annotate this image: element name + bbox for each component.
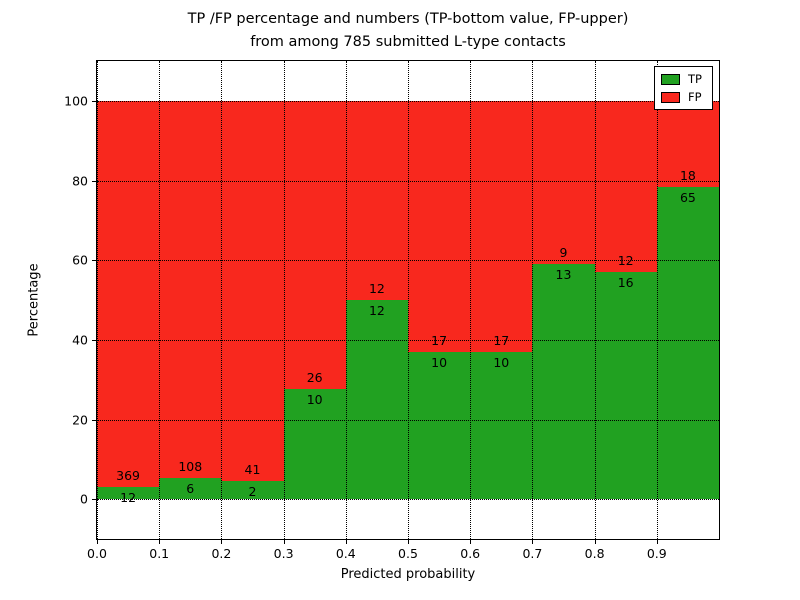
y-axis-label: Percentage	[26, 263, 42, 337]
x-tick-label: 0.7	[522, 546, 543, 561]
x-tick-label: 0.8	[584, 546, 605, 561]
y-tick-label: 80	[72, 173, 88, 188]
x-tick-mark	[532, 540, 534, 544]
fp-count-label: 17	[493, 332, 510, 348]
gridline-vertical	[345, 61, 347, 539]
tp-bar-segment	[532, 263, 595, 500]
tp-count-label: 10	[493, 354, 510, 370]
tp-count-label: 65	[679, 190, 696, 206]
y-tick-label: 20	[72, 412, 88, 427]
chart-title-line1: TP /FP percentage and numbers (TP-bottom…	[187, 11, 629, 27]
x-axis-label: Predicted probability	[340, 567, 476, 582]
fp-bar-segment	[656, 100, 719, 188]
x-tick-label: 0.3	[273, 546, 294, 561]
gridline-vertical	[97, 61, 98, 539]
fp-bar-segment	[532, 100, 595, 264]
y-tick-mark	[92, 180, 96, 182]
plot-area: TP FP 369 12 108 6 41 2 26 10 12 12 17 10 17 10 9 13 12 16…	[96, 60, 720, 540]
legend-swatch-tp	[661, 73, 681, 85]
tp-count-label: 10	[306, 391, 323, 407]
y-tick-label: 60	[72, 252, 88, 268]
gridline-vertical	[470, 61, 472, 539]
y-tick-label: 0	[80, 491, 88, 507]
fp-bar-segment	[594, 100, 657, 272]
x-tick-mark	[345, 540, 347, 544]
gridline-vertical	[656, 61, 658, 539]
fp-count-label: 9	[559, 244, 568, 260]
tp-bar-segment	[345, 300, 408, 500]
legend-entry-fp: FP	[661, 88, 702, 106]
gridline-vertical	[221, 61, 223, 539]
x-tick-mark	[656, 540, 658, 544]
tp-bar-segment	[408, 351, 471, 500]
x-tick-label: 0.2	[211, 546, 232, 561]
tp-count-label: 12	[120, 489, 137, 505]
fp-bar-segment	[470, 100, 533, 352]
y-tick-mark	[92, 100, 96, 102]
x-tick-mark	[283, 540, 285, 544]
tp-count-label: 13	[555, 266, 572, 282]
y-tick-label: 40	[72, 332, 88, 348]
tp-bar-segment	[159, 478, 222, 500]
tp-bar-segment	[594, 271, 657, 500]
gridline-vertical	[594, 61, 596, 539]
x-tick-label: 0.5	[398, 546, 418, 561]
fp-bar-segment	[159, 100, 222, 479]
fp-count-label: 108	[178, 459, 203, 475]
x-tick-mark	[594, 540, 596, 544]
tp-bar-segment	[656, 187, 719, 500]
y-tick-mark	[92, 499, 96, 501]
fp-bar-segment	[283, 100, 346, 389]
legend-label-fp: FP	[688, 90, 702, 104]
y-tick-label: 100	[64, 93, 88, 109]
gridline-vertical	[408, 61, 409, 539]
legend-label-tp: TP	[688, 72, 702, 86]
x-tick-mark	[221, 540, 223, 544]
chart-title-line2: from among 785 submitted L-type contacts	[250, 34, 566, 51]
x-tick-label: 0.6	[460, 546, 481, 561]
fp-bar-segment	[221, 100, 284, 481]
fp-bar-segment	[97, 100, 160, 487]
fp-bar-segment	[408, 100, 471, 352]
fp-count-label: 41	[244, 461, 261, 477]
fp-count-label: 26	[306, 369, 323, 385]
x-tick-mark	[470, 540, 472, 544]
x-tick-mark	[159, 540, 161, 544]
x-tick-label: 0.1	[149, 546, 170, 561]
gridline-vertical	[532, 61, 534, 539]
y-tick-mark	[92, 260, 96, 262]
tp-count-label: 16	[617, 274, 634, 290]
tp-count-label: 12	[368, 303, 385, 318]
tp-bar-segment	[97, 486, 160, 500]
y-tick-mark	[92, 419, 96, 421]
fp-count-label: 12	[368, 281, 385, 296]
tp-count-label: 2	[248, 483, 257, 499]
tp-bar-segment	[470, 351, 533, 500]
fp-count-label: 12	[617, 252, 634, 268]
gridline-vertical	[159, 61, 161, 539]
tp-bar-segment	[221, 480, 284, 500]
gridline-vertical	[283, 61, 285, 539]
x-tick-label: 0.9	[646, 546, 667, 561]
x-tick-mark	[408, 540, 409, 544]
y-tick-mark	[92, 339, 96, 341]
fp-count-label: 18	[679, 168, 696, 184]
fp-count-label: 17	[431, 332, 448, 348]
chart-title: TP /FP percentage and numbers (TP-bottom…	[88, 8, 728, 55]
tp-bar-segment	[283, 388, 346, 500]
tp-count-label: 6	[186, 481, 195, 497]
x-tick-label: 0.4	[335, 546, 356, 561]
x-tick-label: 0.0	[87, 546, 107, 561]
fp-bar-segment	[345, 100, 408, 300]
legend-swatch-fp	[661, 91, 681, 103]
fp-count-label: 369	[116, 467, 141, 483]
tp-count-label: 10	[431, 354, 448, 370]
legend: TP FP	[654, 66, 713, 110]
x-tick-mark	[97, 540, 98, 544]
legend-entry-tp: TP	[661, 70, 702, 88]
